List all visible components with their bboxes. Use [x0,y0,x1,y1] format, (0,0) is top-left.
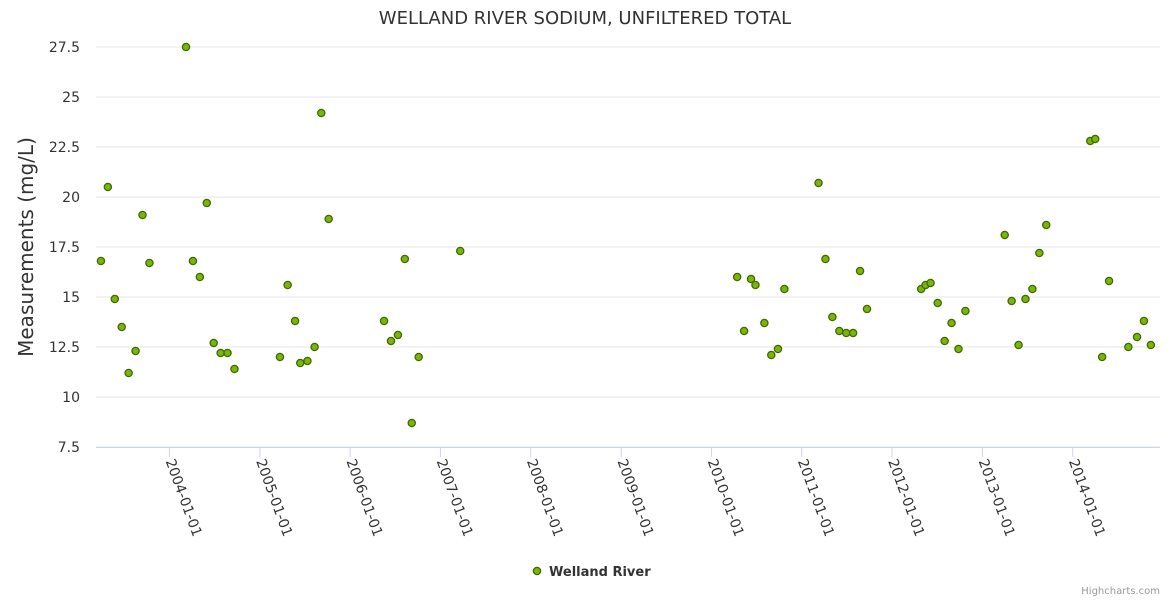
x-tick-label: 2011-01-01 [794,457,837,539]
data-point[interactable] [835,326,844,336]
data-point[interactable] [1042,220,1051,230]
data-point[interactable] [324,214,333,224]
x-tick-label: 2010-01-01 [704,457,747,539]
data-point[interactable] [138,210,147,220]
data-point[interactable] [131,346,140,356]
data-point[interactable] [145,258,154,268]
y-tick-label: 15 [62,290,80,306]
data-point[interactable] [1014,340,1023,350]
data-point[interactable] [317,108,326,118]
data-point[interactable] [746,274,756,284]
x-tick-label: 2013-01-01 [975,457,1018,539]
legend-marker [532,566,542,576]
data-point[interactable] [181,42,191,52]
data-point[interactable] [379,316,389,326]
data-point[interactable] [848,328,858,338]
data-point[interactable] [947,318,956,328]
legend[interactable]: Welland River [532,565,651,580]
data-point[interactable] [96,256,106,266]
data-point[interactable] [1035,248,1044,258]
data-point[interactable] [1104,276,1114,286]
y-tick-label: 12.5 [49,340,80,356]
y-tick-label: 7.5 [58,440,80,456]
data-point[interactable] [283,280,292,290]
data-point[interactable] [188,256,198,266]
x-tick-label: 2012-01-01 [884,457,927,539]
data-point[interactable] [1132,332,1142,342]
series-welland-river[interactable] [96,42,1156,428]
y-tick-label: 25 [62,90,80,106]
y-tick-label: 10 [62,390,80,406]
x-tick-label: 2007-01-01 [433,457,476,539]
data-point[interactable] [780,284,789,294]
data-point[interactable] [862,304,872,314]
x-tick-label: 2014-01-01 [1065,457,1108,539]
data-point[interactable] [275,352,285,362]
legend-label-welland-river[interactable]: Welland River [549,565,651,580]
data-point[interactable] [767,350,776,360]
data-point[interactable] [1124,342,1133,352]
x-tick-label: 2005-01-01 [252,457,295,539]
data-point[interactable] [732,272,742,282]
data-point[interactable] [195,272,205,282]
y-tick-label: 20 [62,190,80,206]
data-point[interactable] [1139,316,1149,326]
y-axis-label: Measurements (mg/L) [14,137,38,357]
data-point[interactable] [841,328,851,338]
data-point[interactable] [926,278,935,288]
grid-lines [96,46,1160,448]
y-tick-label: 27.5 [49,40,80,56]
credits-link[interactable]: Highcharts.com [1081,586,1160,597]
data-point[interactable] [828,312,837,322]
data-point[interactable] [407,418,417,428]
chart-title: WELLAND RIVER SODIUM, UNFILTERED TOTAL [379,8,791,29]
data-point[interactable] [821,254,830,264]
data-point[interactable] [400,254,410,264]
data-point[interactable] [1090,134,1100,144]
data-point[interactable] [230,364,239,374]
data-point[interactable] [760,318,769,328]
data-point[interactable] [295,358,305,368]
data-point[interactable] [290,316,300,326]
y-tick-label: 17.5 [49,240,80,256]
data-point[interactable] [103,182,113,192]
data-point[interactable] [209,338,218,348]
data-point[interactable] [739,326,749,336]
data-point[interactable] [202,198,212,208]
data-point[interactable] [117,322,126,332]
data-point[interactable] [216,348,225,358]
data-point[interactable] [1146,340,1156,350]
data-point[interactable] [961,306,970,316]
data-point[interactable] [940,336,949,346]
data-point[interactable] [414,352,423,362]
data-point[interactable] [310,342,319,352]
data-point[interactable] [110,294,120,304]
y-axis-ticks: 7.5 10 12.5 15 17.5 20 22.5 25 27.5 [49,40,80,456]
x-tick-label: 2006-01-01 [342,457,385,539]
data-point[interactable] [1028,284,1037,294]
data-point[interactable] [751,280,760,290]
data-point[interactable] [124,368,133,378]
data-point[interactable] [1021,294,1030,304]
data-point[interactable] [386,336,396,346]
data-point[interactable] [773,344,783,354]
x-tick-label: 2008-01-01 [523,457,566,539]
data-point[interactable] [933,298,942,308]
data-point[interactable] [954,344,963,354]
data-point[interactable] [814,178,823,188]
data-point[interactable] [223,348,232,358]
y-tick-label: 22.5 [49,140,80,156]
data-point[interactable] [1097,352,1107,362]
data-point[interactable] [393,330,403,340]
data-point[interactable] [455,246,465,256]
x-axis-ticks: 2004-01-01 2005-01-01 2006-01-01 2007-01-01… [162,447,1108,539]
data-point[interactable] [303,356,312,366]
x-tick-label: 2009-01-01 [613,457,656,539]
data-point[interactable] [1007,296,1016,306]
data-point[interactable] [855,266,865,276]
data-point[interactable] [1000,230,1009,240]
x-tick-label: 2004-01-01 [162,457,205,539]
